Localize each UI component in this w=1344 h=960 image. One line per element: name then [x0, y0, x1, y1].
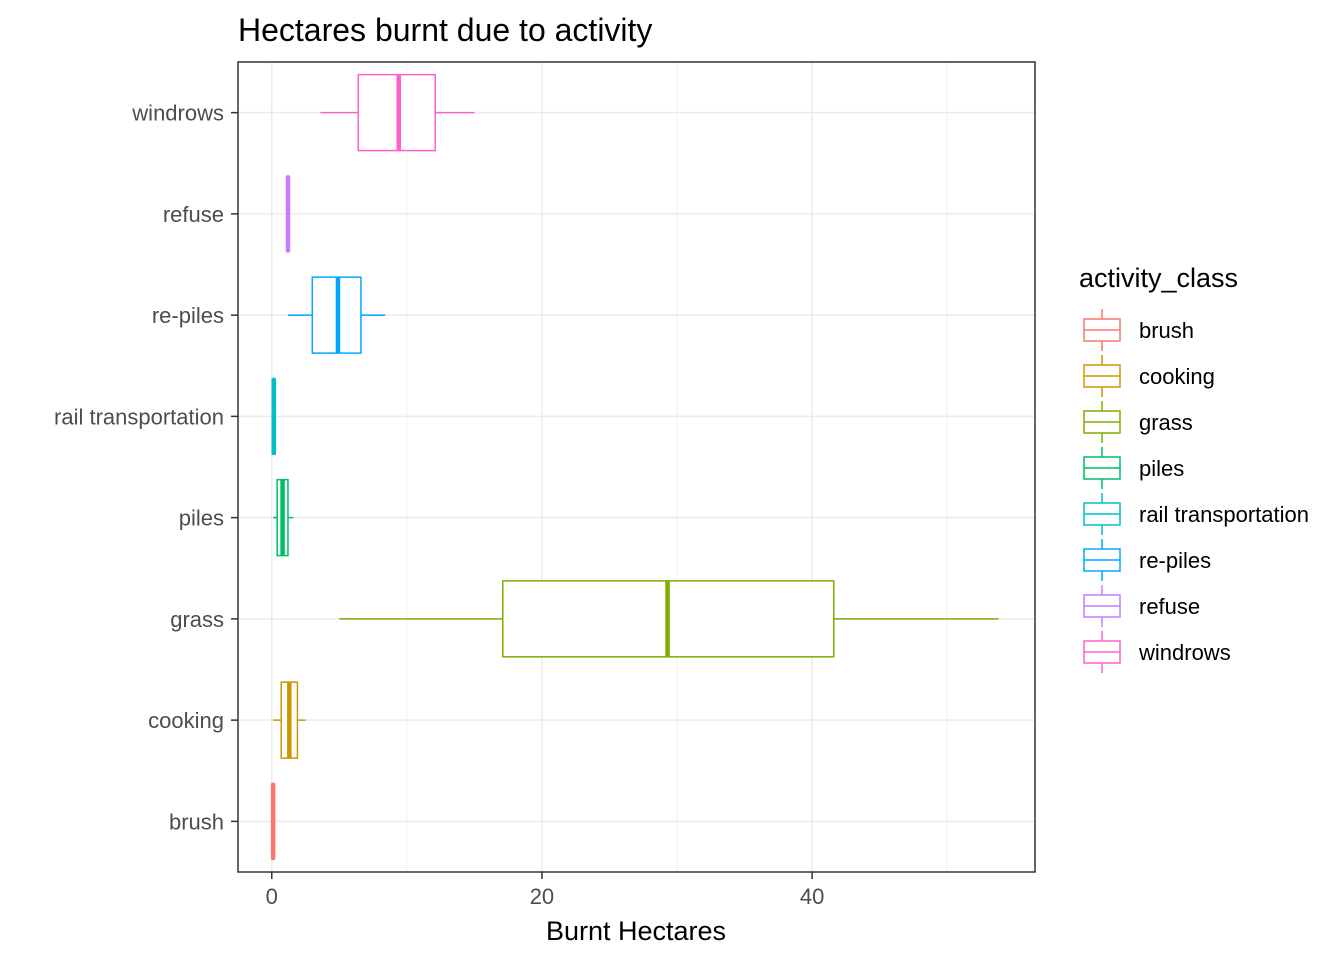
- y-tick-label: re-piles: [152, 303, 224, 328]
- y-tick-label: refuse: [163, 202, 224, 227]
- y-tick-label: grass: [170, 607, 224, 632]
- legend-label: brush: [1139, 318, 1194, 343]
- box-refuse: [285, 175, 291, 253]
- legend-item-refuse: refuse: [1083, 585, 1200, 627]
- x-axis-title: Burnt Hectares: [546, 916, 726, 946]
- legend-label: windrows: [1138, 640, 1231, 665]
- box-brush: [270, 782, 276, 861]
- legend: activity_class brush cooking grass piles rai…: [1079, 263, 1309, 673]
- box-windrows: [320, 73, 475, 152]
- box-piles: [273, 478, 294, 557]
- box-re-piles: [287, 276, 386, 354]
- box-grass: [339, 580, 999, 658]
- legend-item-brush: brush: [1083, 309, 1194, 351]
- x-tick-label: 20: [530, 884, 554, 909]
- legend-item-grass: grass: [1083, 401, 1193, 443]
- legend-item-re-piles: re-piles: [1083, 539, 1211, 581]
- x-axis: 0 20 40: [266, 872, 824, 909]
- y-tick-label: piles: [179, 506, 224, 531]
- legend-label: piles: [1139, 456, 1184, 481]
- y-tick-label: rail transportation: [54, 404, 224, 429]
- legend-label: refuse: [1139, 594, 1200, 619]
- box-rail-transportation: [271, 377, 277, 456]
- y-axis: brush cooking grass piles rail transportatio…: [54, 101, 238, 834]
- y-tick-label: cooking: [148, 708, 224, 733]
- chart-title: Hectares burnt due to activity: [238, 12, 652, 48]
- legend-label: rail transportation: [1139, 502, 1309, 527]
- x-tick-label: 40: [800, 884, 824, 909]
- legend-items: brush cooking grass piles rail transportatio…: [1083, 309, 1309, 673]
- legend-label: re-piles: [1139, 548, 1211, 573]
- legend-item-windrows: windrows: [1083, 631, 1231, 673]
- legend-title: activity_class: [1079, 263, 1238, 293]
- legend-label: cooking: [1139, 364, 1215, 389]
- y-tick-label: brush: [169, 809, 224, 834]
- boxes-layer: [270, 73, 999, 861]
- panel-border: [237, 61, 1036, 873]
- legend-label: grass: [1139, 410, 1193, 435]
- legend-item-piles: piles: [1083, 447, 1184, 489]
- x-tick-label: 0: [266, 884, 278, 909]
- legend-item-rail-transportation: rail transportation: [1083, 493, 1309, 535]
- box-cooking: [273, 681, 306, 759]
- legend-item-cooking: cooking: [1083, 355, 1215, 397]
- panel-grid: [238, 62, 1035, 872]
- y-tick-label: windrows: [131, 101, 224, 126]
